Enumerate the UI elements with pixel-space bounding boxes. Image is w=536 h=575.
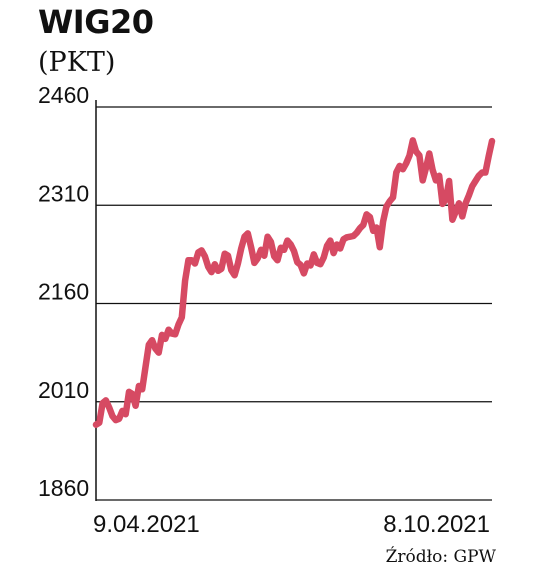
x-label-end: 8.10.2021 <box>383 511 490 538</box>
x-label-start: 9.04.2021 <box>93 511 200 538</box>
y-tick-label: 2010 <box>38 377 89 403</box>
y-tick-label: 2160 <box>38 279 89 305</box>
y-tick-labels: 2460 2310 2160 2010 1860 <box>38 82 89 501</box>
y-tick-label: 2310 <box>38 180 89 206</box>
chart-unit: (PKT) <box>38 47 116 78</box>
gridlines <box>96 106 492 501</box>
y-tick-label: 2460 <box>38 82 89 108</box>
chart-title: WIG20 <box>38 3 154 41</box>
source-note: Źródło: GPW <box>385 547 496 567</box>
wig20-line <box>92 137 496 428</box>
y-tick-label: 1860 <box>38 475 89 501</box>
